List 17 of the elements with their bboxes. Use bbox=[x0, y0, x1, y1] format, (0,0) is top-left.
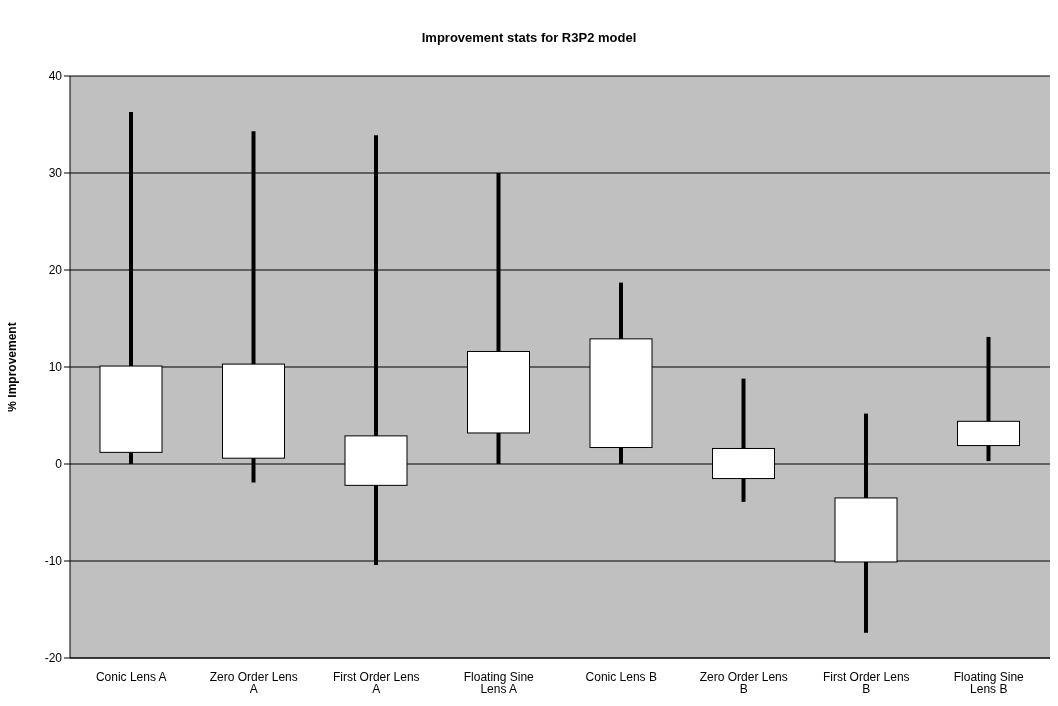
y-tick-label: 30 bbox=[48, 166, 63, 181]
y-tick-label: 10 bbox=[48, 360, 63, 375]
x-tick-label: Floating Sine Lens B bbox=[953, 669, 1025, 696]
y-tick-label: 0 bbox=[55, 457, 63, 472]
x-tick-label: First Order Lens B bbox=[822, 669, 910, 696]
y-axis-title: % Improvement bbox=[5, 322, 20, 412]
y-tick-label: 20 bbox=[48, 263, 63, 278]
x-tick-label: First Order Lens A bbox=[332, 669, 420, 696]
chart-title: Improvement stats for R3P2 model bbox=[420, 29, 638, 47]
x-tick-label: Zero Order Lens A bbox=[209, 669, 298, 696]
y-tick-label: 40 bbox=[48, 69, 63, 84]
x-tick-label: Floating Sine Lens A bbox=[463, 669, 535, 696]
x-tick-label: Zero Order Lens B bbox=[699, 669, 788, 696]
y-tick-label: -20 bbox=[44, 651, 63, 666]
x-tick-label: Conic Lens A bbox=[95, 669, 167, 684]
x-tick-label: Conic Lens B bbox=[585, 669, 657, 684]
y-tick-label: -10 bbox=[44, 554, 63, 569]
